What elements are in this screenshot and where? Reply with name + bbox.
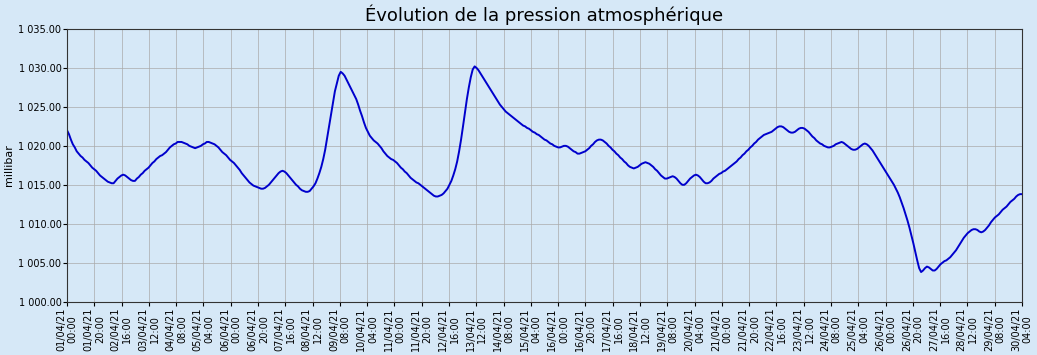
Title: Évolution de la pression atmosphérique: Évolution de la pression atmosphérique xyxy=(365,4,724,24)
Y-axis label: millibar: millibar xyxy=(4,144,15,186)
